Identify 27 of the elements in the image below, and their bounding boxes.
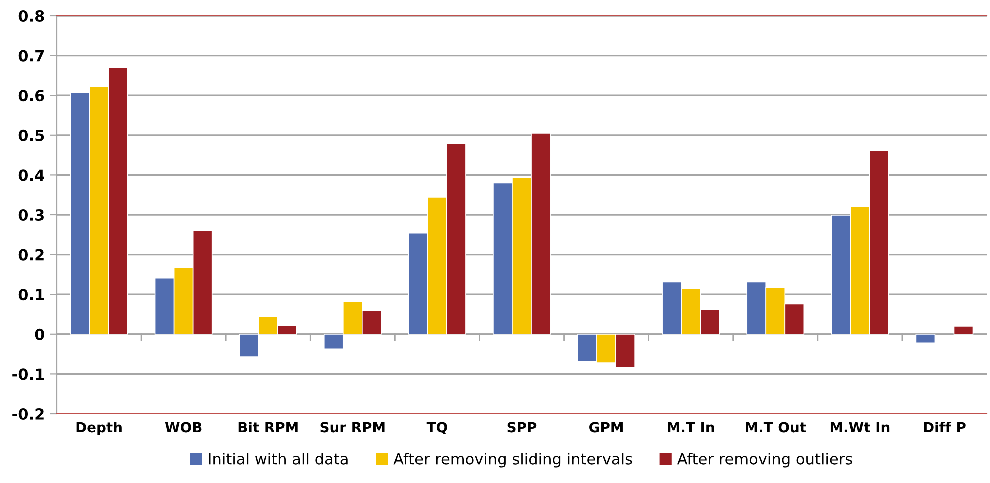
legend-label: After removing sliding intervals	[394, 453, 632, 468]
y-tick-label: 0.4	[18, 170, 44, 182]
x-tick-label: TQ	[426, 422, 448, 435]
x-tick-label: M.T Out	[746, 422, 806, 433]
x-tick-label: M.Wt In	[830, 422, 890, 433]
y-tick-label: -0.2	[12, 408, 44, 420]
y-tick-label: 0.8	[18, 10, 44, 22]
x-tick-label: SPP	[508, 422, 537, 433]
y-tick-label: 0.6	[18, 90, 44, 102]
y-tick-label: 0.2	[18, 249, 44, 261]
legend-label: After removing outliers	[677, 453, 852, 468]
y-tick-label: 0	[35, 328, 44, 340]
x-tick-label: WOB	[165, 422, 202, 433]
legend-label: Initial with all data	[209, 453, 348, 465]
y-tick-label: 0.1	[18, 289, 44, 301]
y-tick-label: 0.5	[18, 130, 44, 142]
x-tick-label: Bit RPM	[238, 422, 298, 433]
x-tick-label: Depth	[76, 422, 122, 436]
x-tick-label: M.T In	[668, 422, 714, 433]
bar	[954, 326, 974, 335]
x-tick-label: Sur RPM	[320, 422, 385, 433]
y-tick-label: -0.1	[12, 368, 44, 380]
y-tick-label: 0.7	[18, 50, 44, 62]
x-tick-label: GPM	[590, 422, 623, 433]
y-tick-label: 0.3	[18, 209, 44, 222]
bar	[916, 334, 936, 344]
x-tick-label: Diff P	[924, 422, 966, 433]
